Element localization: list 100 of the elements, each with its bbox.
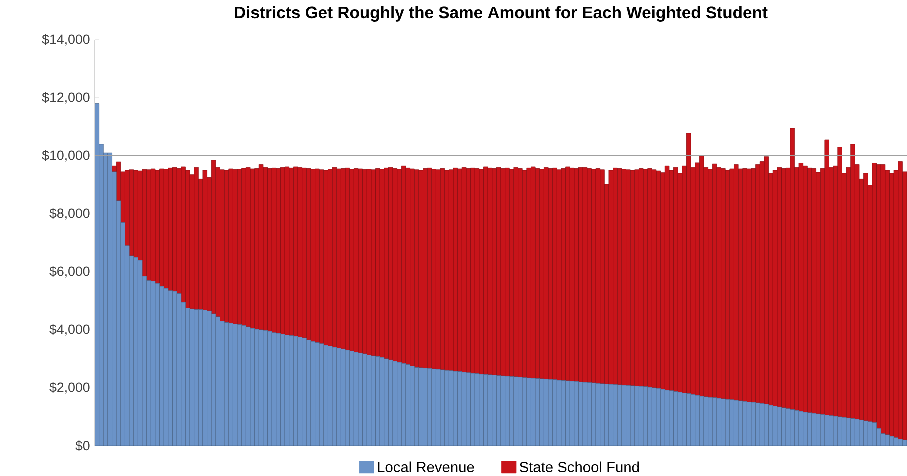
bar <box>798 411 804 446</box>
bar <box>786 408 791 446</box>
bar <box>613 168 618 386</box>
y-tick-label: $6,000 <box>50 266 90 278</box>
bar <box>738 400 744 446</box>
bar <box>250 328 256 446</box>
bar <box>816 172 821 414</box>
y-tick-label: $2,000 <box>50 382 90 394</box>
bar <box>453 371 458 446</box>
bar <box>228 168 234 324</box>
bar <box>622 385 626 446</box>
bar <box>470 168 476 374</box>
bar <box>518 168 523 378</box>
bar <box>812 413 817 446</box>
legend-label: Local Revenue <box>378 462 474 473</box>
bar <box>134 170 138 258</box>
bar <box>656 388 662 446</box>
y-tick-label: $14,000 <box>42 34 90 46</box>
bar <box>418 368 424 446</box>
bar <box>864 173 868 422</box>
y-tick-label: $8,000 <box>50 208 90 220</box>
bar <box>160 168 164 287</box>
bar <box>548 379 554 446</box>
bar <box>276 168 281 334</box>
bar <box>596 383 601 446</box>
bar <box>289 168 294 336</box>
bar <box>838 147 842 418</box>
bar <box>690 394 696 446</box>
bar <box>336 168 342 348</box>
bar <box>380 357 385 446</box>
bar <box>432 169 436 370</box>
y-tick-label: $10,000 <box>42 150 90 162</box>
bar <box>634 170 640 386</box>
bar <box>526 168 532 378</box>
bar <box>730 168 734 400</box>
bar <box>850 144 856 419</box>
bar <box>552 168 558 380</box>
bar <box>574 381 579 446</box>
bar <box>176 294 182 446</box>
bar <box>492 168 497 376</box>
bar <box>790 128 795 410</box>
y-tick-label: $0 <box>76 440 90 452</box>
bar <box>643 386 648 446</box>
bar <box>902 440 907 446</box>
bar <box>406 364 411 446</box>
bar <box>756 164 760 404</box>
legend-label: State School Fund <box>520 462 640 473</box>
bar <box>479 169 484 375</box>
bar <box>505 168 510 377</box>
chart-title: Districts Get Roughly the Same Amount for Each Weighted Student <box>235 6 768 22</box>
bar <box>423 168 428 368</box>
bar <box>704 396 709 446</box>
bar <box>392 361 398 446</box>
bar <box>190 308 195 446</box>
bar <box>894 438 899 446</box>
bar <box>600 170 605 384</box>
bar <box>298 337 303 446</box>
bar <box>242 168 246 326</box>
bar <box>803 166 808 413</box>
bar <box>566 166 570 382</box>
bar <box>674 167 678 392</box>
bar <box>488 374 493 446</box>
bar <box>194 167 199 310</box>
bar <box>535 378 540 446</box>
bar <box>444 170 450 371</box>
bar <box>410 168 415 366</box>
bar <box>384 168 389 360</box>
bar <box>146 170 152 281</box>
bar <box>608 384 614 446</box>
bar <box>237 324 242 446</box>
bar <box>254 168 260 330</box>
bar <box>284 335 290 446</box>
bar <box>397 169 402 363</box>
bar <box>742 168 748 402</box>
bar <box>362 169 368 354</box>
bar <box>587 168 592 383</box>
bar <box>345 350 350 446</box>
bar <box>582 382 588 446</box>
bar <box>751 402 756 446</box>
bar <box>626 170 631 386</box>
bar <box>859 420 864 446</box>
bar <box>500 376 506 446</box>
bar <box>721 168 726 400</box>
bar <box>302 168 307 338</box>
bar <box>440 370 446 446</box>
bar <box>315 168 320 343</box>
y-tick-label: $4,000 <box>50 324 90 336</box>
bar <box>846 418 852 446</box>
bar <box>540 169 544 380</box>
bar <box>458 168 462 372</box>
bar <box>324 170 328 346</box>
bar <box>268 168 272 332</box>
bar <box>220 170 225 322</box>
bar <box>95 104 100 446</box>
bar <box>332 347 338 446</box>
y-tick-label: $12,000 <box>42 92 90 104</box>
bar <box>479 374 484 446</box>
bar <box>350 169 354 352</box>
bar <box>648 168 652 388</box>
bar <box>898 162 903 440</box>
